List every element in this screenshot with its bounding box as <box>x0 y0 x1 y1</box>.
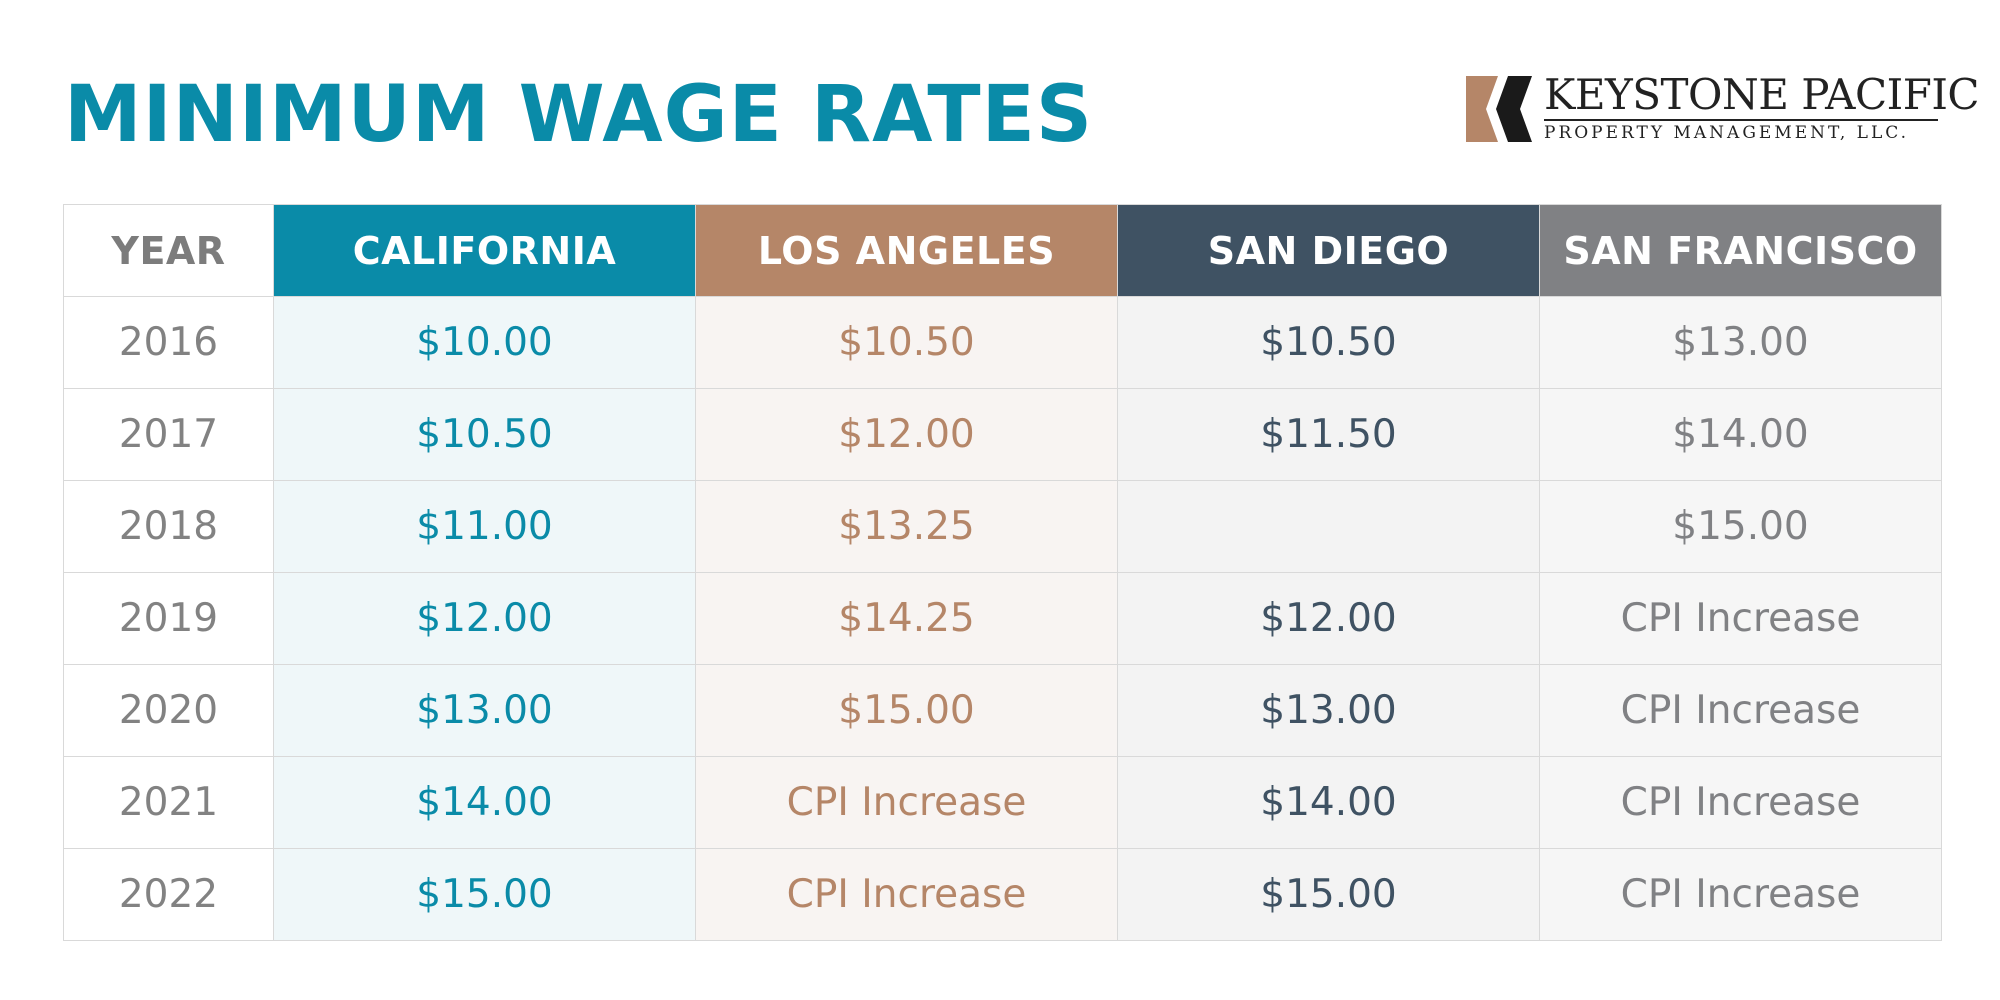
table-row: 2017 $10.50 $12.00 $11.50 $14.00 <box>63 388 1942 481</box>
cell-year: 2022 <box>63 848 274 941</box>
wage-rates-table: YEAR CALIFORNIA LOS ANGELES SAN DIEGO SA… <box>63 204 1942 941</box>
cell-california: $10.50 <box>273 388 696 481</box>
cell-san-diego: $13.00 <box>1117 664 1540 757</box>
table-body: 2016 $10.00 $10.50 $10.50 $13.00 2017 $1… <box>63 296 1942 941</box>
column-header-los-angeles: LOS ANGELES <box>695 204 1118 297</box>
column-header-san-francisco: SAN FRANCISCO <box>1539 204 1942 297</box>
cell-san-diego: $15.00 <box>1117 848 1540 941</box>
logo-divider <box>1544 119 1938 121</box>
column-header-year: YEAR <box>63 204 274 297</box>
cell-san-francisco: CPI Increase <box>1539 572 1942 665</box>
cell-california: $12.00 <box>273 572 696 665</box>
table-header: YEAR CALIFORNIA LOS ANGELES SAN DIEGO SA… <box>63 204 1942 297</box>
cell-san-diego: $14.00 <box>1117 756 1540 849</box>
cell-los-angeles: CPI Increase <box>695 756 1118 849</box>
cell-san-francisco: CPI Increase <box>1539 756 1942 849</box>
cell-year: 2021 <box>63 756 274 849</box>
cell-los-angeles: CPI Increase <box>695 848 1118 941</box>
table-row: 2020 $13.00 $15.00 $13.00 CPI Increase <box>63 664 1942 757</box>
cell-san-francisco: CPI Increase <box>1539 848 1942 941</box>
table-row: 2018 $11.00 $13.25 $15.00 <box>63 480 1942 573</box>
keystone-logo-icon <box>1466 76 1532 142</box>
table-row: 2022 $15.00 CPI Increase $15.00 CPI Incr… <box>63 848 1942 941</box>
cell-california: $14.00 <box>273 756 696 849</box>
cell-san-francisco: CPI Increase <box>1539 664 1942 757</box>
cell-year: 2016 <box>63 296 274 389</box>
logo-subtitle: PROPERTY MANAGEMENT, LLC. <box>1544 123 1910 143</box>
cell-los-angeles: $13.25 <box>695 480 1118 573</box>
cell-san-diego: $12.00 <box>1117 572 1540 665</box>
column-header-san-diego: SAN DIEGO <box>1117 204 1540 297</box>
cell-san-francisco: $15.00 <box>1539 480 1942 573</box>
cell-california: $11.00 <box>273 480 696 573</box>
cell-california: $10.00 <box>273 296 696 389</box>
cell-san-diego: $11.50 <box>1117 388 1540 481</box>
cell-san-francisco: $14.00 <box>1539 388 1942 481</box>
cell-los-angeles: $10.50 <box>695 296 1118 389</box>
cell-san-diego <box>1117 480 1540 573</box>
cell-san-diego: $10.50 <box>1117 296 1540 389</box>
page-title: MINIMUM WAGE RATES <box>64 70 1094 160</box>
cell-los-angeles: $14.25 <box>695 572 1118 665</box>
company-logo: KEYSTONE PACIFIC PROPERTY MANAGEMENT, LL… <box>1466 72 1980 146</box>
cell-year: 2017 <box>63 388 274 481</box>
cell-year: 2018 <box>63 480 274 573</box>
header-row: YEAR CALIFORNIA LOS ANGELES SAN DIEGO SA… <box>63 204 1942 297</box>
logo-name: KEYSTONE PACIFIC <box>1544 70 1980 119</box>
cell-year: 2020 <box>63 664 274 757</box>
cell-los-angeles: $12.00 <box>695 388 1118 481</box>
table-row: 2021 $14.00 CPI Increase $14.00 CPI Incr… <box>63 756 1942 849</box>
cell-california: $15.00 <box>273 848 696 941</box>
cell-los-angeles: $15.00 <box>695 664 1118 757</box>
table-row: 2019 $12.00 $14.25 $12.00 CPI Increase <box>63 572 1942 665</box>
column-header-california: CALIFORNIA <box>273 204 696 297</box>
cell-california: $13.00 <box>273 664 696 757</box>
cell-san-francisco: $13.00 <box>1539 296 1942 389</box>
cell-year: 2019 <box>63 572 274 665</box>
table-row: 2016 $10.00 $10.50 $10.50 $13.00 <box>63 296 1942 389</box>
